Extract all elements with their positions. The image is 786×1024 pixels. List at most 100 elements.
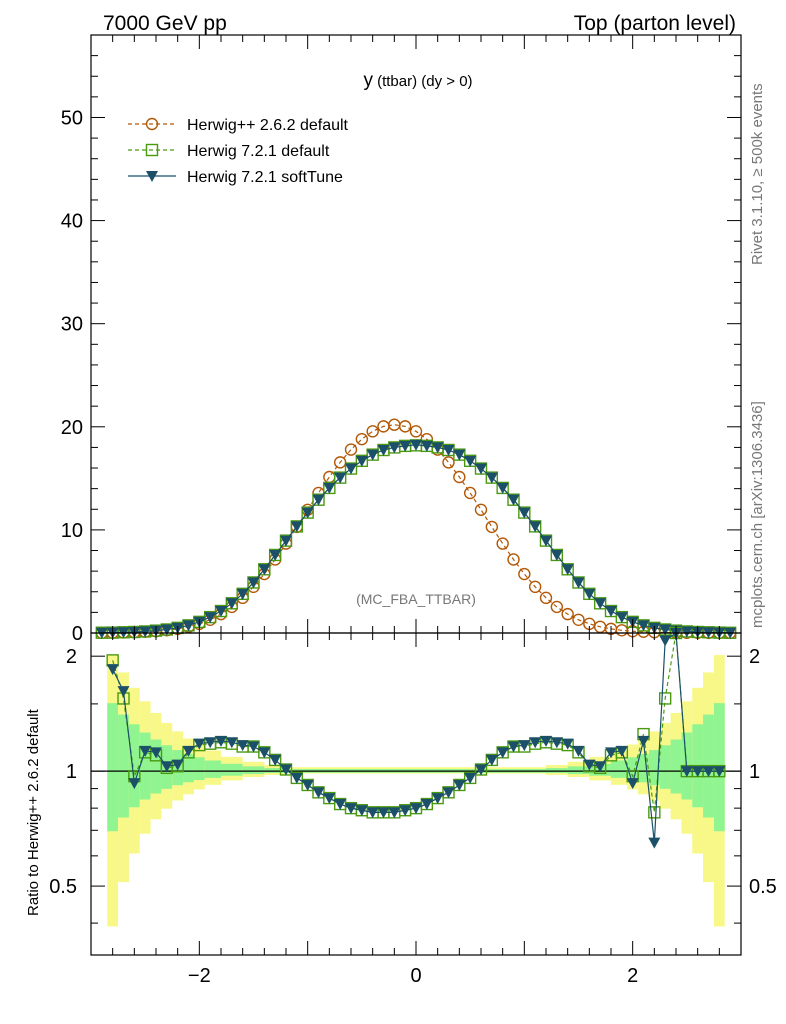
main-marker-s2-p35 (475, 463, 487, 475)
legend-marker-square (145, 143, 159, 157)
main-marker-s0-p24 (355, 432, 369, 446)
main-marker-s2-p43 (561, 564, 574, 576)
main-marker-s2-p39 (518, 507, 531, 519)
ratio-ytick-label-left: 1 (66, 761, 77, 783)
ratio-marker-s1-p50 (648, 806, 661, 819)
main-marker-s2-p25 (366, 449, 379, 461)
ratio-marker-s2-p33 (464, 772, 477, 784)
legend-entry-herwigpp-262: Herwig++ 2.6.2 default (128, 117, 349, 134)
main-marker-s2-p12 (225, 598, 238, 610)
ratio-band-inner (128, 724, 140, 808)
main-ytick-label: 50 (61, 107, 83, 129)
ratio-marker-s2-p42 (561, 738, 574, 750)
main-marker-s2-p33 (453, 449, 466, 461)
legend-label-3: Herwig 7.2.1 softTune (187, 169, 343, 186)
ratio-marker-s2-p25 (377, 807, 390, 819)
legend-marker-circle (145, 117, 159, 131)
main-ytick-label: 10 (61, 520, 83, 542)
main-marker-s0-p32 (442, 456, 455, 469)
ratio-marker-s2-p49 (637, 735, 650, 747)
ratio-marker-s2-p31 (442, 787, 455, 799)
legend-label-2: Herwig 7.2.1 default (187, 143, 330, 160)
ratio-marker-s2-p44 (583, 759, 596, 771)
main-marker-s2-p36 (485, 472, 498, 484)
ratio-marker-s2-p35 (485, 754, 498, 766)
ratio-marker-s2-p50 (648, 837, 661, 849)
ratio-marker-s2-p26 (388, 807, 401, 819)
main-ytick-label: 40 (61, 211, 83, 233)
main-marker-s2-p45 (583, 588, 596, 600)
ratio-band-inner (204, 760, 221, 778)
ratio-band-inner (183, 754, 194, 783)
ratio-ytick-label-right: 1 (749, 761, 760, 783)
ratio-band-inner (264, 768, 286, 774)
main-marker-s2-p24 (355, 455, 368, 467)
ratio-marker-s2-p20 (323, 793, 336, 805)
ratio-marker-s2-p32 (453, 779, 466, 791)
main-marker-s2-p32 (442, 444, 455, 456)
main-marker-s0-p23 (344, 443, 358, 456)
ratio-marker-s2-p17 (290, 772, 303, 784)
ratio-ytick-label-right: 0.5 (749, 876, 777, 898)
ratio-marker-s2-p1 (117, 686, 130, 698)
ratio-marker-s2-p40 (540, 735, 552, 747)
main-marker-s2-p29 (410, 439, 422, 451)
main-marker-s2-p26 (377, 444, 390, 456)
ratio-band-inner (648, 750, 660, 786)
ratio-band-inner (627, 757, 639, 781)
ratio-band-inner (118, 714, 129, 818)
legend-label-1: Herwig++ 2.6.2 default (187, 117, 349, 134)
ratio-marker-s2-p13 (247, 741, 260, 753)
ratio-marker-s2-p28 (410, 803, 422, 815)
ratio-marker-s2-p23 (355, 805, 368, 817)
plot-title-sub: (ttbar) (dy > 0) (373, 73, 473, 90)
ratio-marker-s2-p3 (139, 745, 152, 757)
ratio-band-inner (659, 745, 671, 789)
main-marker-s2-p13 (236, 588, 249, 600)
main-marker-s0-p39 (518, 567, 531, 581)
main-marker-s2-p31 (431, 442, 444, 454)
main-ytick-label: 20 (61, 417, 83, 439)
ratio-band-inner (221, 763, 243, 776)
main-series-line-0 (101, 424, 731, 634)
rivet-version-label: Rivet 3.1.10, ≥ 500k events (749, 83, 766, 265)
main-marker-s0-p33 (453, 470, 466, 484)
main-marker-s0-p34 (463, 486, 477, 500)
main-marker-s0-p28 (398, 420, 412, 433)
mcplots-label: mcplots.cern.ch [arXiv:1306.3436] (749, 401, 766, 628)
ratio-marker-s2-p15 (269, 754, 282, 766)
main-marker-s0-p21 (323, 470, 336, 484)
main-marker-s0-p25 (366, 425, 379, 438)
main-marker-s2-p6 (160, 624, 173, 636)
main-marker-s2-p44 (572, 577, 585, 589)
ratio-band-inner (546, 768, 568, 774)
ratio-marker-s2-p12 (236, 740, 249, 752)
main-marker-s2-p8 (182, 620, 195, 632)
plot-title: y (ttbar) (dy > 0) (363, 70, 472, 91)
ratio-marker-s2-p56 (713, 766, 726, 778)
main-marker-s2-p20 (312, 494, 325, 506)
ratio-band-inner (139, 732, 151, 800)
main-marker-s2-p47 (605, 606, 617, 618)
main-marker-s0-p35 (474, 503, 488, 516)
ratio-panel-frame (90, 632, 742, 956)
main-marker-s2-p4 (139, 626, 152, 638)
main-marker-s2-p46 (594, 598, 607, 610)
ratio-xtick-label: 2 (627, 965, 638, 987)
main-marker-s2-p15 (258, 564, 271, 576)
ratio-marker-s2-p24 (366, 807, 379, 819)
main-marker-s0-p37 (496, 537, 509, 550)
main-marker-s2-p54 (680, 626, 693, 638)
ratio-marker-s2-p41 (550, 737, 563, 749)
legend-entry-herwig-721-default: Herwig 7.2.1 default (128, 143, 330, 160)
ratio-marker-s2-p36 (496, 747, 509, 759)
ratio-marker-s2-p11 (225, 737, 238, 749)
main-series-group (95, 418, 737, 640)
main-marker-s0-p36 (485, 520, 499, 534)
ratio-band-inner (670, 739, 682, 794)
main-marker-s0-p42 (550, 600, 564, 614)
ratio-marker-s2-p29 (420, 799, 433, 811)
ratio-marker-s2-p0 (106, 664, 119, 676)
ratio-marker-s2-p43 (572, 745, 585, 757)
